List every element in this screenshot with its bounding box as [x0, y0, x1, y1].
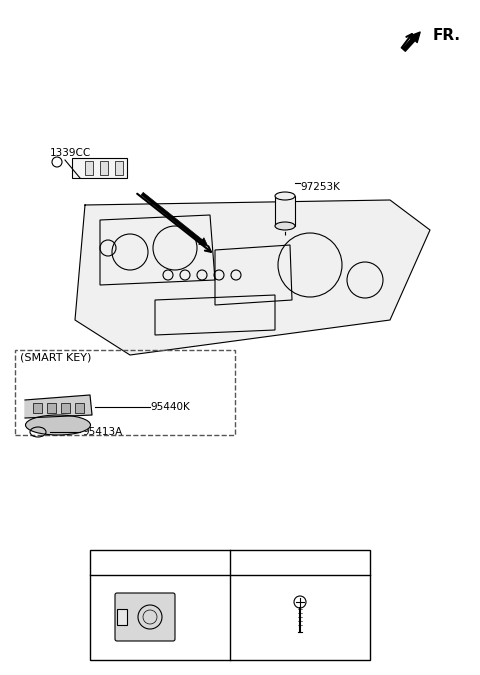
Bar — [75, 403, 84, 413]
Text: (SMART KEY): (SMART KEY) — [20, 352, 91, 362]
Text: FR.: FR. — [433, 28, 461, 43]
Ellipse shape — [275, 192, 295, 200]
Bar — [47, 403, 56, 413]
Bar — [100, 161, 108, 175]
Text: 1339CC: 1339CC — [50, 148, 91, 158]
Bar — [90, 550, 370, 660]
Bar — [85, 161, 93, 175]
Polygon shape — [25, 395, 92, 418]
Polygon shape — [75, 200, 430, 355]
Bar — [275, 196, 295, 226]
Text: 1243BH: 1243BH — [278, 557, 322, 567]
Bar — [61, 403, 70, 413]
Bar — [117, 609, 127, 625]
FancyBboxPatch shape — [115, 593, 175, 641]
Bar — [115, 161, 123, 175]
Text: 95430D: 95430D — [138, 557, 182, 567]
Bar — [33, 403, 42, 413]
Text: 95413A: 95413A — [82, 427, 122, 437]
Text: 95440K: 95440K — [150, 402, 190, 412]
Ellipse shape — [25, 415, 91, 435]
Text: 97253K: 97253K — [300, 182, 340, 192]
Ellipse shape — [275, 222, 295, 230]
Bar — [72, 158, 127, 178]
